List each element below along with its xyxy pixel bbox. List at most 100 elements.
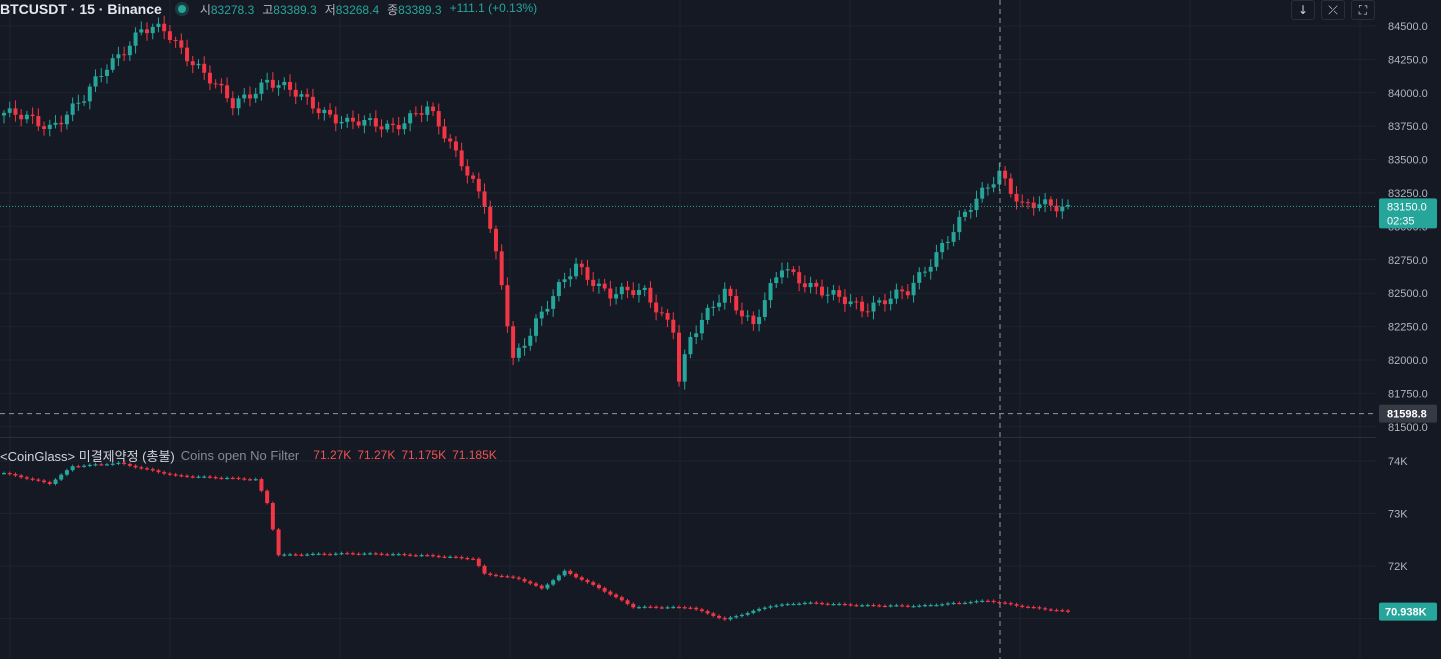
- candle-body: [882, 300, 887, 305]
- collapse-icon[interactable]: ⤫: [1321, 0, 1345, 20]
- high-value: 83389.3: [273, 2, 317, 17]
- oi-bar: [825, 603, 830, 605]
- oi-bar: [797, 603, 802, 605]
- price-axis-bg: [1376, 0, 1441, 659]
- oi-bar: [642, 606, 647, 608]
- open-value: 83278.3: [210, 2, 255, 17]
- oi-bar: [768, 606, 773, 608]
- candle-body: [688, 336, 693, 355]
- oi-bar: [648, 606, 653, 608]
- oi-bar: [419, 555, 424, 557]
- candle-body: [991, 184, 996, 188]
- oi-bar: [728, 617, 733, 620]
- candle-body: [1020, 201, 1025, 203]
- oi-bar: [1031, 606, 1036, 609]
- candle-body: [940, 242, 945, 253]
- candle-body: [985, 187, 990, 189]
- oi-bar: [436, 555, 441, 558]
- candle-body: [797, 272, 802, 284]
- oi-bar: [19, 475, 24, 478]
- candle-body: [24, 114, 29, 120]
- oi-bar: [745, 612, 750, 615]
- candle-body: [980, 187, 985, 199]
- oi-bar: [104, 464, 109, 466]
- oi-bar: [1020, 605, 1025, 607]
- symbol-title[interactable]: BTCUSDT · 15 · Binance: [0, 1, 162, 17]
- change-value: +111.1 (+0.13%): [449, 0, 538, 15]
- oi-bar: [951, 602, 956, 605]
- oi-bar: [36, 479, 41, 481]
- arrow-down-icon[interactable]: ↓: [1291, 0, 1315, 20]
- oi-bar: [70, 466, 75, 471]
- candle-body: [596, 283, 601, 287]
- oi-bar: [762, 607, 767, 609]
- candle-body: [362, 120, 367, 126]
- candle-body: [957, 216, 962, 233]
- candle-body: [785, 269, 790, 271]
- candle-body: [602, 283, 607, 289]
- candle-body: [82, 101, 87, 103]
- price-tick-label: 82750.0: [1388, 255, 1428, 267]
- oi-bar: [265, 490, 270, 504]
- candle-body: [408, 113, 413, 124]
- oi-bar: [207, 476, 212, 478]
- candle-body: [802, 283, 807, 288]
- oi-bar: [253, 479, 258, 481]
- oi-bar: [225, 477, 230, 480]
- candle-body: [459, 150, 464, 167]
- candle-body: [682, 354, 687, 382]
- candle-body: [247, 94, 252, 99]
- candle-body: [516, 347, 521, 358]
- oi-bar: [591, 582, 596, 585]
- price-tick-label: 84000.0: [1388, 88, 1428, 100]
- oi-bar: [574, 574, 579, 578]
- candle-body: [482, 191, 487, 207]
- candle-body: [465, 166, 470, 176]
- oi-current-label: 70.938K: [1385, 607, 1427, 619]
- candle-body: [196, 63, 201, 66]
- candle-body: [390, 123, 395, 126]
- candle-body: [631, 290, 636, 295]
- oi-bar: [247, 479, 252, 481]
- candle-body: [7, 108, 12, 113]
- candle-body: [99, 75, 104, 77]
- candle-body: [848, 301, 853, 305]
- oi-bar: [425, 555, 430, 557]
- candle-body: [665, 312, 670, 320]
- candle-body: [185, 47, 190, 62]
- oi-bar: [602, 588, 607, 592]
- candle-body: [751, 315, 756, 325]
- candle-body: [493, 228, 498, 252]
- oi-bar: [957, 602, 962, 605]
- candle-body: [448, 138, 453, 142]
- fullscreen-icon[interactable]: ⛶: [1351, 0, 1375, 20]
- oi-bar: [608, 591, 613, 595]
- candle-body: [328, 109, 333, 115]
- candle-body: [282, 81, 287, 86]
- oi-bar: [556, 575, 561, 581]
- candle-body: [356, 121, 361, 126]
- candle-body: [768, 283, 773, 301]
- oi-current-label-bg: [1379, 602, 1437, 621]
- candle-body: [894, 289, 899, 299]
- oi-bar: [328, 554, 333, 556]
- candle-body: [922, 271, 927, 273]
- candle-body: [116, 54, 121, 59]
- oi-bar: [396, 554, 401, 556]
- candle-body: [642, 287, 647, 291]
- indicator-value-2: 71.27K: [357, 448, 396, 462]
- candle-body: [310, 96, 315, 109]
- candle-body: [488, 206, 493, 229]
- oi-bar: [127, 464, 132, 466]
- oi-bar: [408, 554, 413, 556]
- oi-bar: [694, 607, 699, 610]
- candle-body: [293, 89, 298, 97]
- ohlc-values: 시83278.3 고83389.3 저83268.4 종83389.3 +111…: [200, 1, 537, 18]
- indicator-name[interactable]: <CoinGlass> 미결제약정 (총불): [0, 448, 175, 464]
- oi-bar: [356, 553, 361, 555]
- oi-bar: [333, 553, 338, 555]
- candle-body: [385, 123, 390, 130]
- candle-body: [905, 291, 910, 296]
